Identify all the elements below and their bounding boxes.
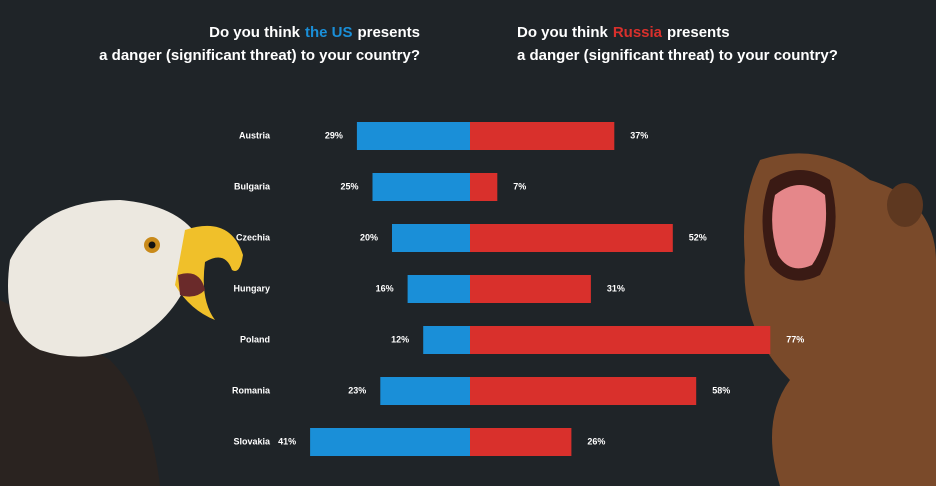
value-label: 58% xyxy=(712,385,730,395)
value-label: 23% xyxy=(348,385,366,395)
value-label: 20% xyxy=(360,232,378,242)
category-label: Hungary xyxy=(233,283,270,293)
bear-illustration xyxy=(744,153,936,486)
title-text: presents xyxy=(357,24,420,41)
category-label: Czechia xyxy=(236,232,271,242)
bar xyxy=(470,122,615,150)
value-label: 16% xyxy=(376,283,394,293)
right-title-line2: a danger (significant threat) to your co… xyxy=(517,47,838,64)
bar xyxy=(423,326,470,354)
category-label: Austria xyxy=(239,130,271,140)
bar xyxy=(380,377,470,405)
bar xyxy=(356,122,470,150)
right-title-line1: Do you think Russia presents xyxy=(517,24,730,41)
value-label: 29% xyxy=(325,130,343,140)
value-label: 77% xyxy=(786,334,804,344)
category-label: Bulgaria xyxy=(234,181,271,191)
value-label: 26% xyxy=(587,436,605,446)
value-label: 41% xyxy=(278,436,296,446)
bar xyxy=(470,224,673,252)
left-title-line2: a danger (significant threat) to your co… xyxy=(99,47,420,64)
bar xyxy=(407,275,470,303)
value-label: 12% xyxy=(391,334,409,344)
title-text: Do you think xyxy=(209,24,300,41)
bar xyxy=(372,173,470,201)
left-title-line1: Do you think the US presents xyxy=(209,24,420,41)
category-label: Slovakia xyxy=(233,436,271,446)
title-text: presents xyxy=(667,24,730,41)
category-label: Romania xyxy=(232,385,271,395)
value-label: 31% xyxy=(607,283,625,293)
bar xyxy=(470,428,572,456)
title-highlight: Russia xyxy=(613,24,663,41)
bar xyxy=(470,173,498,201)
bar xyxy=(470,326,771,354)
bar xyxy=(310,428,470,456)
bar xyxy=(470,377,697,405)
bar xyxy=(470,275,591,303)
value-label: 25% xyxy=(340,181,358,191)
title-highlight: the US xyxy=(305,24,353,41)
value-label: 52% xyxy=(689,232,707,242)
value-label: 37% xyxy=(630,130,648,140)
value-label: 7% xyxy=(513,181,526,191)
title-text: Do you think xyxy=(517,24,608,41)
eagle-illustration xyxy=(0,200,243,486)
bar xyxy=(392,224,470,252)
category-label: Poland xyxy=(240,334,270,344)
